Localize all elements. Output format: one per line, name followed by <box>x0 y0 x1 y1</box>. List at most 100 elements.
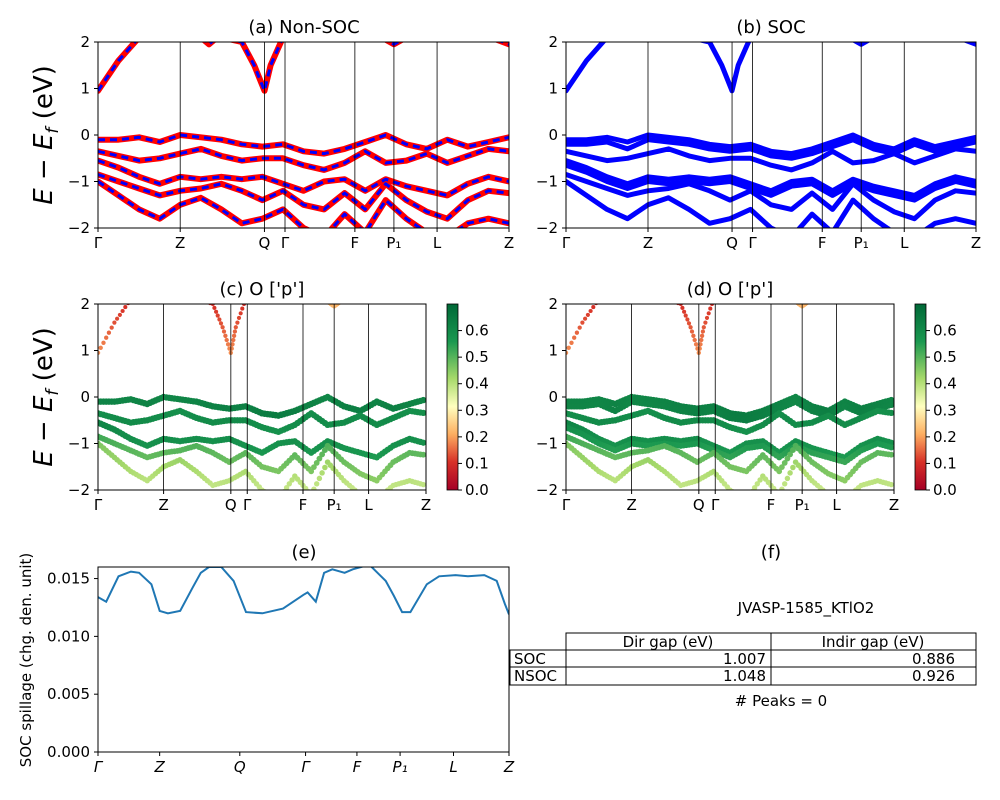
band-point <box>888 451 894 458</box>
ytick-label: 0.015 <box>47 570 90 588</box>
panel-d-kpath-lines <box>631 304 837 490</box>
panel-a-title: (a) Non-SOC <box>248 17 359 38</box>
band-point <box>754 481 760 487</box>
ytick-label: −2 <box>68 219 90 237</box>
band-point <box>241 304 247 307</box>
band-point <box>123 305 128 310</box>
band-point <box>319 451 326 458</box>
band-line <box>98 42 283 93</box>
xtick-label: F <box>299 496 308 514</box>
band-point <box>790 464 796 471</box>
band-point <box>757 477 763 483</box>
band-point <box>308 468 315 475</box>
band-point <box>319 470 325 476</box>
band-point <box>420 396 426 404</box>
band-point <box>420 439 426 446</box>
band-line <box>566 42 752 94</box>
band-point <box>311 486 317 490</box>
band-point <box>311 464 317 470</box>
band-point <box>751 485 758 490</box>
band-point <box>678 304 683 307</box>
xtick-label: Γ <box>562 496 571 514</box>
xtick-label: Z <box>504 234 514 252</box>
band-point <box>231 337 236 343</box>
band-point <box>583 316 588 321</box>
band-point <box>569 340 574 345</box>
band-point <box>314 481 320 487</box>
panel-a-ylabel: E − Ef (eV) <box>29 65 63 205</box>
panel-e-line <box>98 567 509 615</box>
band-point <box>215 313 220 318</box>
xtick-label: Z <box>626 496 636 514</box>
panel-b-bands <box>566 42 976 228</box>
band-point <box>214 309 219 314</box>
band-point <box>120 308 125 314</box>
band-point <box>787 451 794 458</box>
band-line <box>566 162 976 203</box>
xtick-label: Γ <box>711 496 720 514</box>
panel-c-yticks: 2 1 0 −1 −2 <box>68 295 98 499</box>
ytick-label: −2 <box>68 481 90 499</box>
xtick-label: Q <box>225 496 237 514</box>
panel-c-title: (c) O ['p'] <box>220 279 305 300</box>
xtick-label: Γ <box>748 234 757 252</box>
xtick-label: Γ <box>301 758 311 776</box>
table-cell-soc-indir: 0.886 <box>912 650 955 668</box>
band-point <box>699 337 704 343</box>
band-point <box>708 306 713 311</box>
panel-e-frame <box>97 566 510 753</box>
band-point <box>104 335 109 340</box>
band-point <box>779 486 785 490</box>
xtick-label: P₁ <box>854 234 869 252</box>
band-line <box>566 137 976 161</box>
band-line <box>566 172 976 222</box>
band-point <box>776 468 783 475</box>
material-name: JVASP-1585_KTlO2 <box>737 599 875 618</box>
table-cell-soc-dir: 1.007 <box>723 650 766 668</box>
band-point <box>231 333 237 338</box>
band-line <box>98 159 509 197</box>
colorbar-tick-label: 0.6 <box>933 322 957 340</box>
peaks-count: # Peaks = 0 <box>735 692 827 710</box>
band-point <box>238 311 243 316</box>
colorbar-tick-label: 0.6 <box>465 322 489 340</box>
band-point <box>789 447 796 454</box>
colorbar-tick-label: 0.5 <box>933 348 957 366</box>
xtick-label: L <box>364 496 373 514</box>
panel-e-title: (e) <box>291 542 316 563</box>
xtick-label: F <box>767 496 776 514</box>
band-point <box>585 312 590 317</box>
band-point <box>888 396 894 404</box>
band-point <box>112 320 117 325</box>
xtick-label: Z <box>154 758 166 776</box>
band-point <box>223 333 228 338</box>
band-point <box>289 477 295 483</box>
band-point <box>115 316 120 321</box>
band-point <box>693 342 699 347</box>
band-point <box>352 487 358 490</box>
band-point <box>686 321 692 326</box>
band-point <box>781 460 788 466</box>
xtick-label: F <box>351 234 360 252</box>
panel-e-spillage: (e) 0.000 0.005 0.010 0.015 Γ Z Q Γ F P₁ L Z SOC s… <box>17 542 515 776</box>
band-point <box>888 401 894 409</box>
band-line <box>201 42 217 48</box>
band-point <box>700 329 706 334</box>
xtick-label: F <box>353 758 362 776</box>
panel-f-title: (f) <box>761 542 781 563</box>
ytick-label: −1 <box>68 435 90 453</box>
ytick-label: 1 <box>548 342 558 360</box>
ytick-label: −2 <box>536 481 558 499</box>
band-point <box>210 304 215 307</box>
band-point <box>286 481 292 487</box>
colorbar-tick-label: 0.2 <box>465 428 489 446</box>
band-point <box>106 330 112 335</box>
panel-c-colorbar: 0.0 0.1 0.2 0.3 0.4 0.5 0.6 <box>446 303 489 499</box>
colorbar-tick-label: 0.4 <box>465 375 489 393</box>
xtick-label: P₁ <box>327 496 342 514</box>
band-point <box>420 409 426 417</box>
panel-f-gap-table: (f) JVASP-1585_KTlO2 Dir gap (eV) Indir … <box>509 542 977 710</box>
colorbar-bar <box>446 303 459 491</box>
band-point <box>782 481 788 487</box>
colorbar-tick-label: 0.2 <box>933 428 957 446</box>
